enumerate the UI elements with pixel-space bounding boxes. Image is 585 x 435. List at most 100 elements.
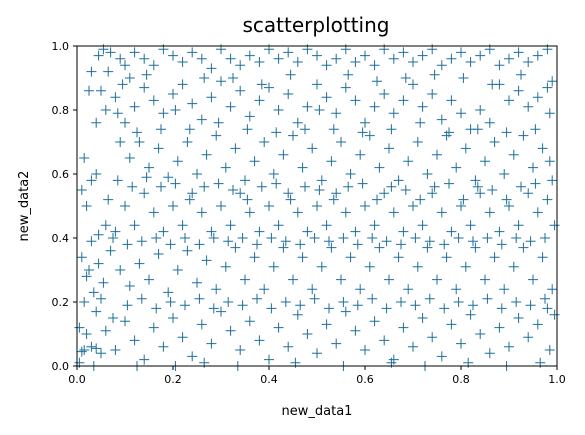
scatter-point bbox=[549, 309, 560, 320]
scatter-point bbox=[417, 101, 428, 112]
scatter-point bbox=[259, 284, 270, 295]
scatter-point bbox=[302, 226, 313, 237]
scatter-point bbox=[324, 236, 334, 247]
scatter-point bbox=[259, 137, 270, 147]
scatter-point bbox=[127, 181, 138, 192]
scatter-point bbox=[213, 178, 224, 189]
scatter-point bbox=[494, 226, 505, 237]
scatter-point bbox=[273, 322, 284, 333]
scatter-point bbox=[105, 245, 116, 256]
scatter-point bbox=[81, 329, 92, 339]
scatter-point bbox=[496, 239, 507, 250]
scatter-point bbox=[482, 293, 493, 304]
scatter-point bbox=[240, 175, 250, 186]
scatter-point bbox=[355, 149, 366, 160]
scatter-point bbox=[76, 346, 87, 357]
scatter-point bbox=[379, 188, 390, 199]
scatter-point bbox=[381, 236, 392, 247]
scatter-point bbox=[532, 207, 543, 218]
scatter-point bbox=[501, 127, 512, 138]
scatter-point bbox=[525, 236, 536, 247]
scatter-point bbox=[180, 233, 190, 243]
scatter-point bbox=[345, 169, 356, 179]
scatter-point bbox=[398, 47, 409, 58]
scatter-point bbox=[244, 207, 255, 218]
scatter-point bbox=[417, 50, 428, 61]
scatter-point bbox=[451, 284, 462, 295]
scatter-point bbox=[408, 201, 418, 211]
scatter-point bbox=[271, 178, 282, 189]
scatter-point bbox=[153, 143, 164, 154]
scatter-point bbox=[460, 143, 471, 154]
scatter-point bbox=[415, 117, 426, 128]
scatter-point bbox=[120, 316, 130, 327]
scatter-point bbox=[177, 57, 188, 67]
scatter-point bbox=[264, 201, 274, 211]
scatter-point bbox=[196, 319, 207, 330]
scatter-point bbox=[396, 239, 406, 250]
scatter-point bbox=[480, 156, 490, 167]
scatter-point bbox=[321, 92, 332, 103]
scatter-point bbox=[372, 194, 382, 205]
scatter-point bbox=[141, 69, 152, 80]
scatter-point bbox=[516, 69, 526, 80]
scatter-point bbox=[124, 73, 135, 83]
scatter-point bbox=[168, 313, 178, 323]
scatter-point bbox=[384, 143, 394, 154]
scatter-point bbox=[446, 95, 457, 106]
scatter-point bbox=[367, 233, 378, 243]
scatter-point bbox=[242, 124, 253, 135]
scatter-point bbox=[417, 220, 428, 231]
scatter-point bbox=[124, 153, 135, 163]
scatter-point bbox=[355, 284, 366, 295]
scatter-point bbox=[139, 82, 150, 93]
scatter-point bbox=[439, 239, 450, 250]
scatter-point bbox=[528, 162, 538, 173]
scatter-point bbox=[388, 207, 399, 218]
scatter-point bbox=[141, 172, 152, 183]
scatter-point bbox=[225, 325, 236, 336]
scatter-point bbox=[86, 66, 97, 77]
scatter-point bbox=[192, 169, 202, 179]
scatter-point bbox=[398, 322, 409, 333]
scatter-point bbox=[168, 50, 178, 61]
scatter-point bbox=[112, 108, 123, 119]
scatter-point bbox=[122, 300, 133, 311]
scatter-point bbox=[544, 345, 555, 355]
scatter-point bbox=[350, 95, 361, 106]
scatter-point bbox=[235, 345, 246, 355]
y-tick-label: 0.6 bbox=[52, 168, 70, 181]
scatter-point bbox=[292, 117, 303, 128]
scatter-point bbox=[110, 92, 121, 103]
scatter-point bbox=[350, 226, 361, 237]
scatter-point bbox=[470, 242, 481, 253]
scatter-point bbox=[302, 101, 313, 112]
scatter-point bbox=[115, 137, 126, 147]
scatter-point bbox=[465, 57, 476, 67]
scatter-point bbox=[372, 76, 382, 87]
scatter-point bbox=[331, 188, 342, 199]
scatter-point bbox=[148, 207, 159, 218]
scatter-point bbox=[199, 73, 210, 83]
scatter-point bbox=[91, 117, 102, 128]
scatter-point bbox=[100, 220, 111, 231]
scatter-point bbox=[537, 143, 548, 154]
scatter-point bbox=[484, 117, 495, 128]
x-axis-ticks: 0.0 0.2 0.4 0.6 0.8 1.0 bbox=[68, 366, 566, 386]
scatter-point bbox=[516, 181, 526, 192]
scatter-point bbox=[540, 233, 550, 243]
scatter-point bbox=[352, 300, 363, 311]
scatter-point bbox=[79, 345, 90, 355]
scatter-point bbox=[196, 207, 207, 218]
scatter-point bbox=[364, 130, 375, 141]
scatter-point bbox=[408, 341, 418, 352]
scatter-point bbox=[403, 156, 414, 167]
scatter-point bbox=[177, 79, 188, 90]
scatter-point bbox=[122, 239, 133, 250]
scatter-point bbox=[254, 57, 265, 67]
scatter-point bbox=[180, 300, 190, 311]
scatter-point bbox=[374, 242, 385, 253]
scatter-point bbox=[309, 293, 320, 304]
scatter-point bbox=[177, 220, 188, 231]
scatter-point bbox=[208, 303, 219, 314]
